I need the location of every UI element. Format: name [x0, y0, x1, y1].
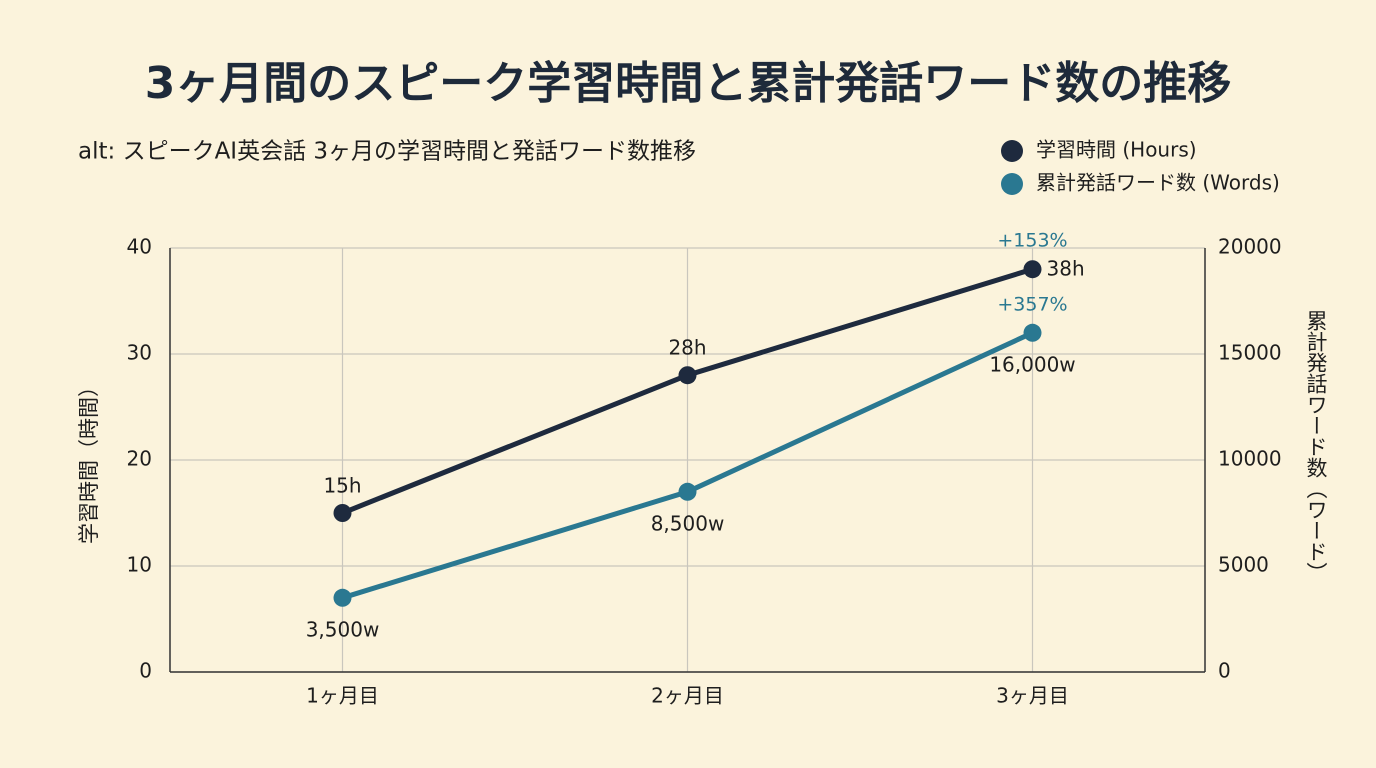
data-point: [333, 504, 352, 522]
data-point: [333, 588, 352, 607]
legend-marker: [1001, 140, 1023, 162]
x-tick-label: 2ヶ月目: [651, 684, 724, 708]
value-label: 16,000w: [989, 352, 1075, 376]
y-tick-label: 30: [127, 341, 152, 365]
y2-axis-title: 累計発話ワード数（ワード）: [1304, 310, 1328, 583]
data-point: [678, 366, 697, 385]
y2-tick-label: 15000: [1218, 341, 1282, 365]
y-tick-label: 20: [127, 447, 152, 471]
chart-title: 3ヶ月間のスピーク学習時間と累計発話ワード数の推移: [145, 58, 1232, 109]
y-tick-label: 40: [127, 235, 152, 259]
data-point: [678, 482, 697, 501]
legend-label: 累計発話ワード数 (Words): [1036, 171, 1280, 195]
y2-tick-label: 10000: [1218, 447, 1282, 471]
annotation: +357%: [997, 293, 1067, 315]
y-tick-label: 10: [127, 553, 152, 577]
y-axis-title: 学習時間（時間）: [77, 376, 101, 544]
annotation: +153%: [997, 230, 1067, 252]
y2-tick-label: 5000: [1218, 553, 1269, 577]
x-tick-label: 3ヶ月目: [996, 684, 1069, 708]
y2-tick-label: 0: [1218, 659, 1231, 683]
data-point: [1023, 260, 1042, 279]
x-tick-label: 1ヶ月目: [306, 684, 379, 708]
legend-label: 学習時間 (Hours): [1036, 138, 1197, 162]
value-label: 38h: [1047, 257, 1085, 281]
value-label: 8,500w: [651, 511, 725, 535]
value-label: 3,500w: [306, 617, 380, 641]
y2-tick-label: 20000: [1218, 235, 1282, 259]
value-label: 15h: [323, 474, 361, 498]
legend-marker: [1001, 173, 1023, 195]
y-tick-label: 0: [139, 659, 152, 683]
value-label: 28h: [668, 336, 706, 360]
data-point: [1023, 323, 1042, 342]
chart-subtitle: alt: スピークAI英会話 3ヶ月の学習時間と発話ワード数推移: [78, 139, 696, 165]
